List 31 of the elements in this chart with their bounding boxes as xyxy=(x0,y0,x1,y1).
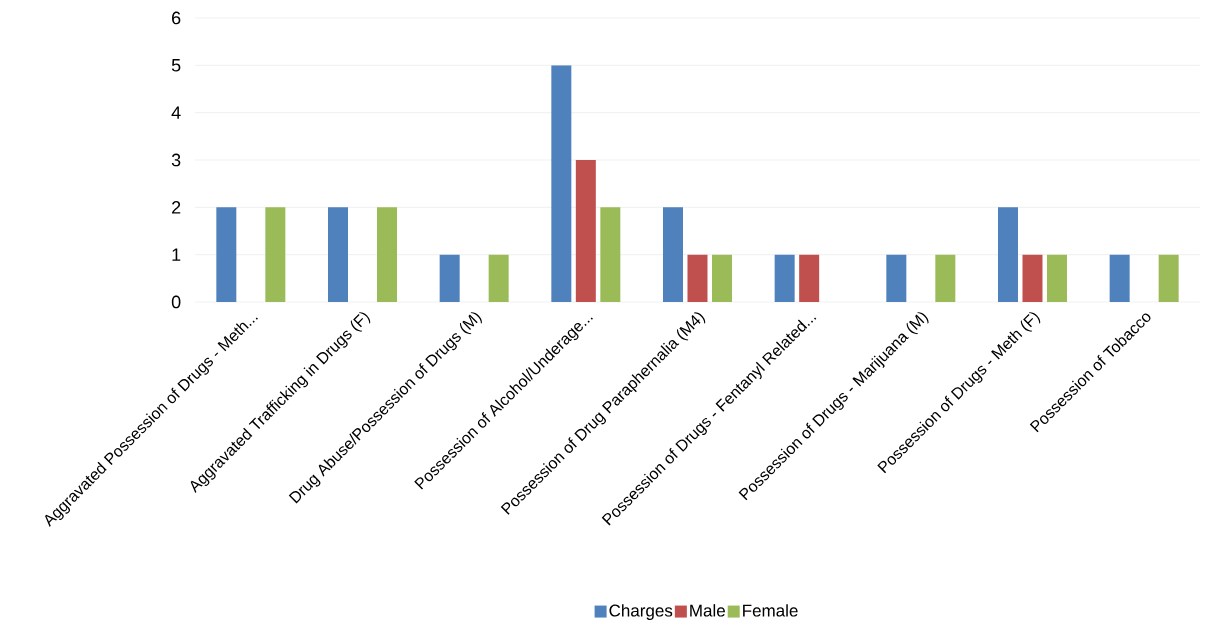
bar xyxy=(712,254,732,302)
bar xyxy=(774,254,795,302)
bar xyxy=(265,207,286,302)
bar xyxy=(1046,254,1067,302)
bar xyxy=(799,254,820,302)
y-tick-label: 6 xyxy=(172,11,181,25)
legend-label: Male xyxy=(690,604,725,617)
bar xyxy=(575,160,596,302)
y-tick-label: 5 xyxy=(171,59,181,72)
bar xyxy=(662,207,683,302)
bar xyxy=(600,207,621,302)
y-tick-label: 2 xyxy=(172,201,181,214)
y-tick-label: 3 xyxy=(171,153,181,167)
bar xyxy=(488,254,509,302)
bar xyxy=(1158,254,1179,302)
bar xyxy=(886,254,907,302)
legend-label: Female xyxy=(743,604,798,617)
y-tick-label: 1 xyxy=(172,248,181,261)
legend-label: Charges xyxy=(609,604,673,620)
bar xyxy=(216,207,237,302)
bar xyxy=(997,207,1018,302)
bar xyxy=(551,65,572,302)
bar xyxy=(1022,254,1043,302)
bar xyxy=(687,254,708,302)
bar xyxy=(377,207,397,302)
bar xyxy=(935,254,956,302)
bar xyxy=(328,207,348,302)
y-tick-label: 4 xyxy=(171,106,181,119)
bar xyxy=(439,254,460,302)
y-tick-label: 0 xyxy=(171,295,181,309)
bar xyxy=(1109,254,1130,302)
